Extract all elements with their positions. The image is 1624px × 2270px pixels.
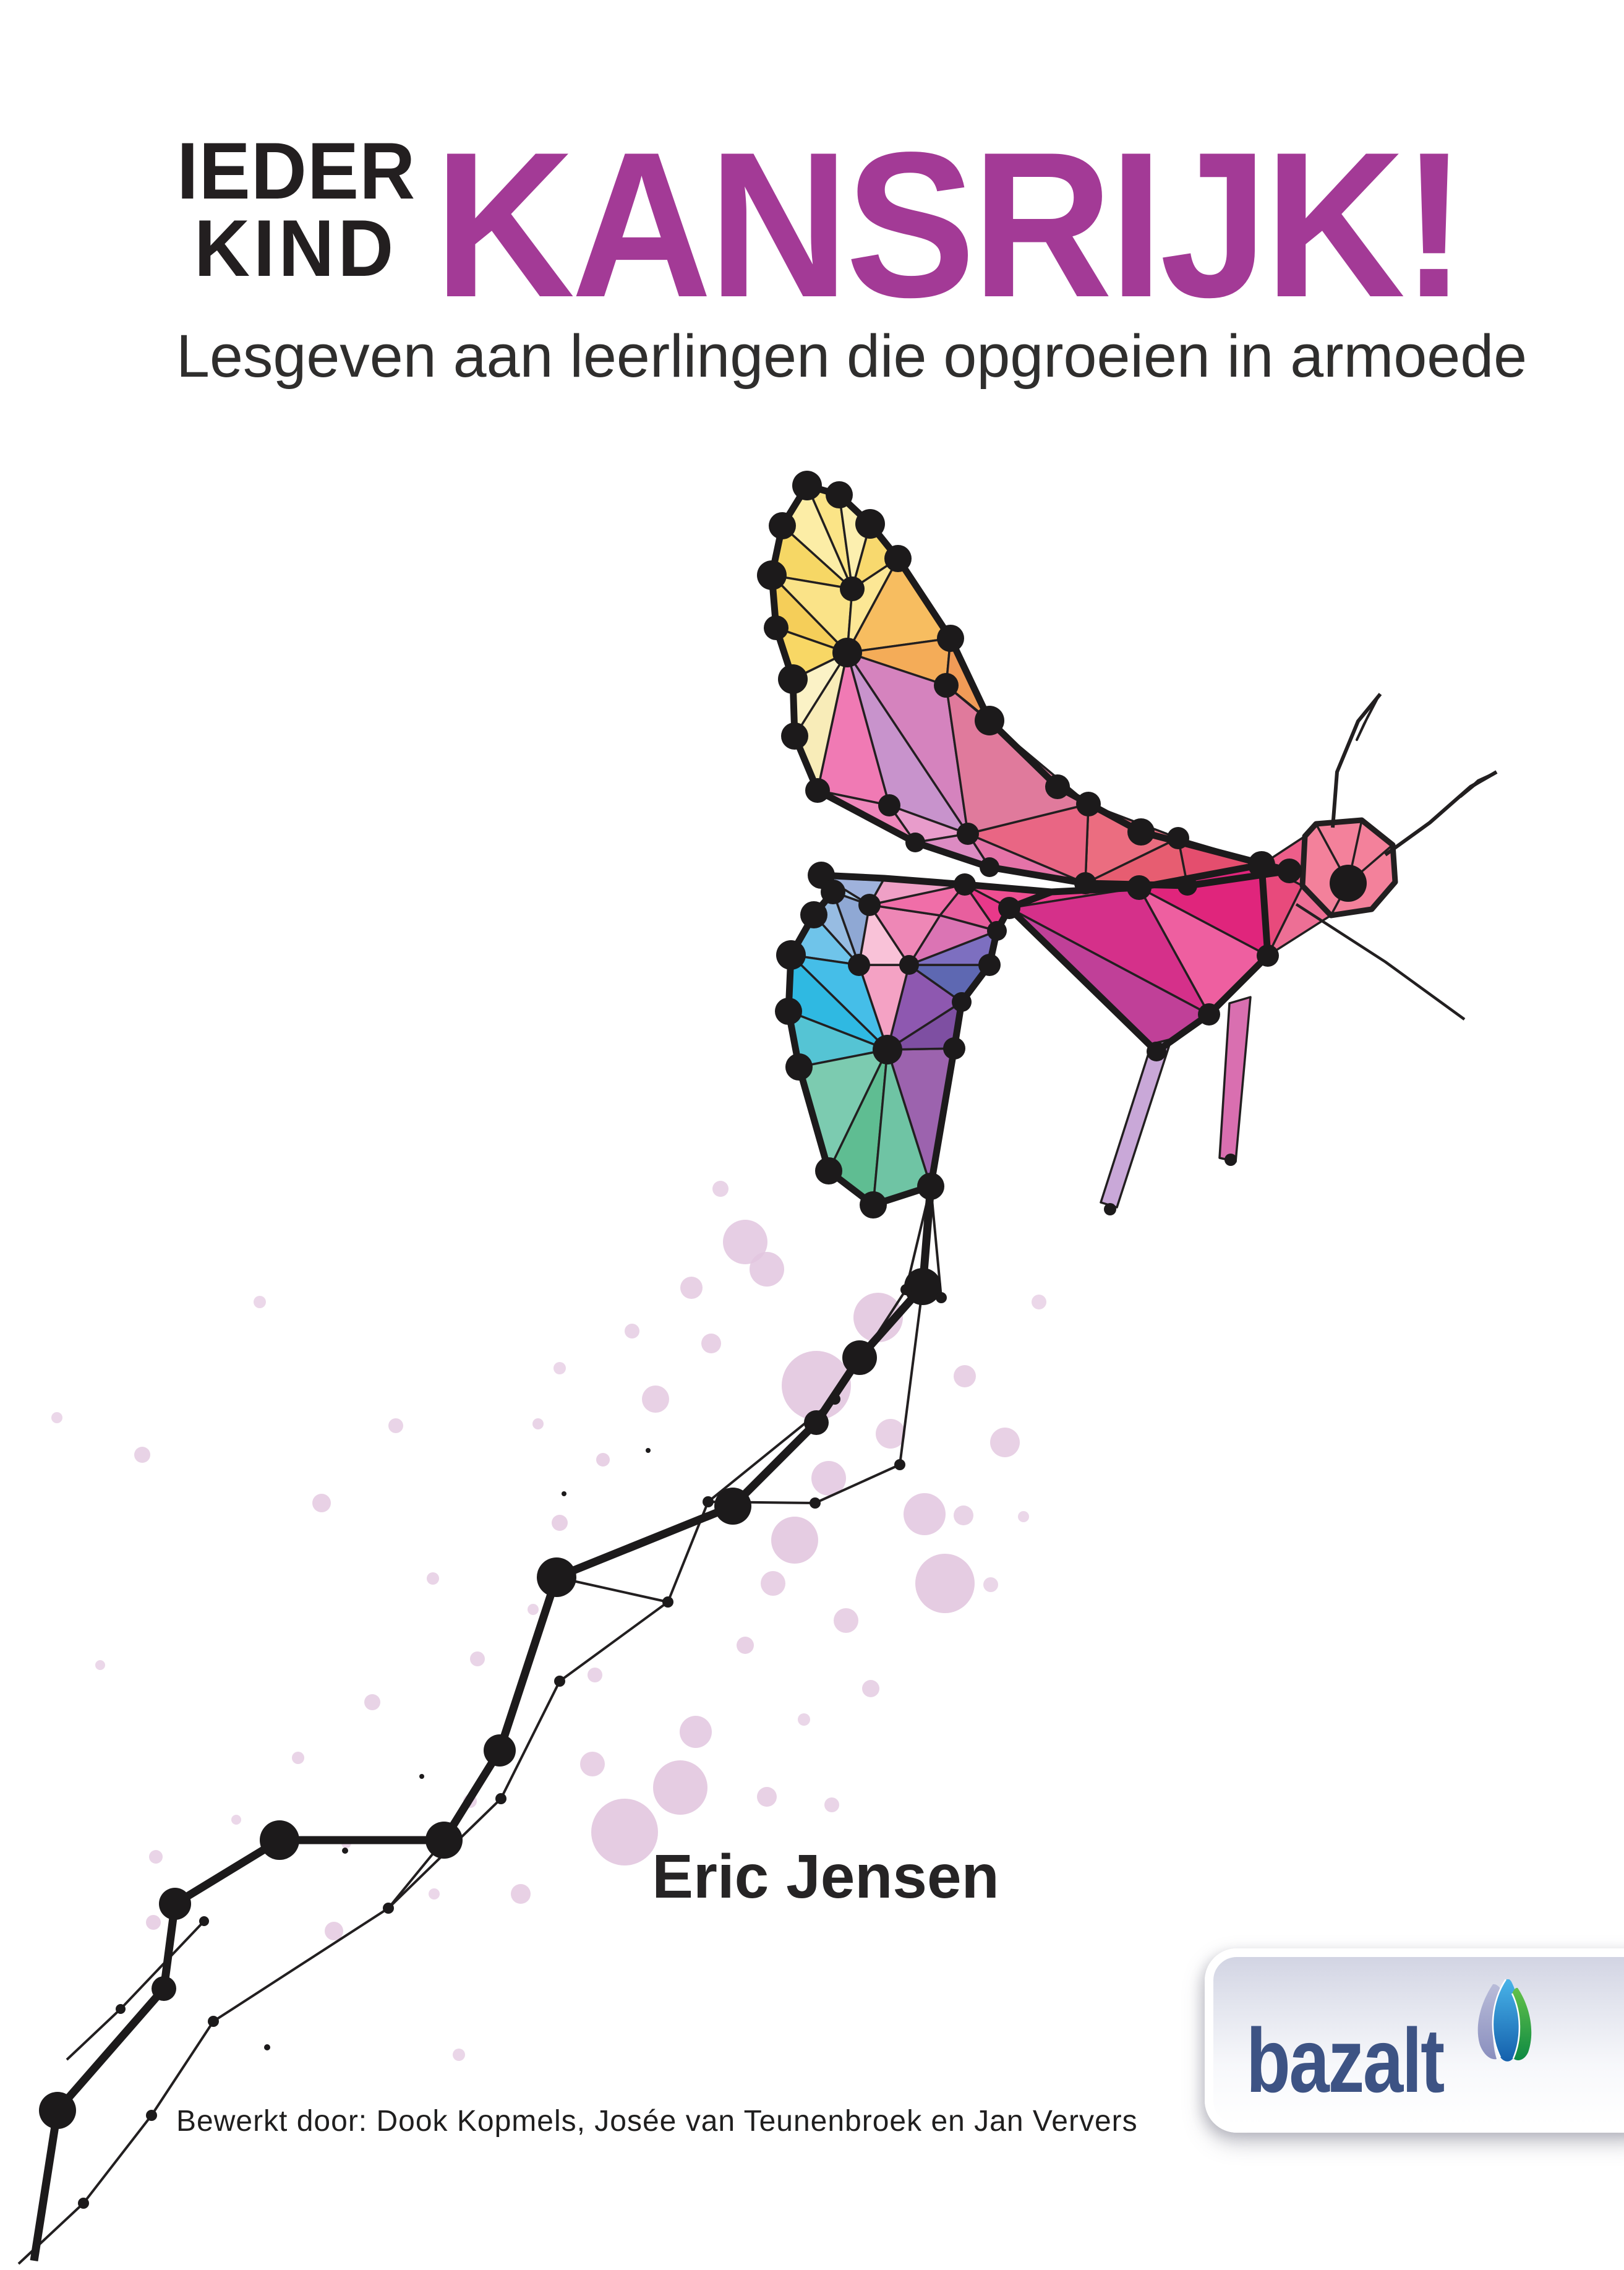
antenna-icon: [1295, 693, 1498, 1021]
publisher-logo-card: bazalt: [1205, 1948, 1624, 2133]
credits-line: Bewerkt door: Dook Kopmels, Josée van Te…: [176, 2105, 1138, 2138]
hindwing-facets: [787, 874, 1053, 1206]
vertex-dots: [757, 471, 1367, 1219]
bazalt-leaf-icon: [1477, 1979, 1532, 2062]
scatter-dots: [51, 1181, 1046, 2061]
subtitle: Lesgeven aan leerlingen die opgroeien in…: [176, 322, 1528, 390]
dot-trail: [17, 1186, 947, 2265]
butterfly-body-group: [757, 471, 1498, 1219]
publisher-name: bazalt: [1246, 2010, 1445, 2112]
title-word-ieder: IEDER: [177, 126, 416, 216]
title-word-kansrijk: KANSRIJK!: [434, 109, 1466, 340]
forewing-facets: [771, 484, 1291, 887]
title-word-kind: KIND: [194, 203, 398, 293]
author-name: Eric Jensen: [652, 1842, 999, 1911]
